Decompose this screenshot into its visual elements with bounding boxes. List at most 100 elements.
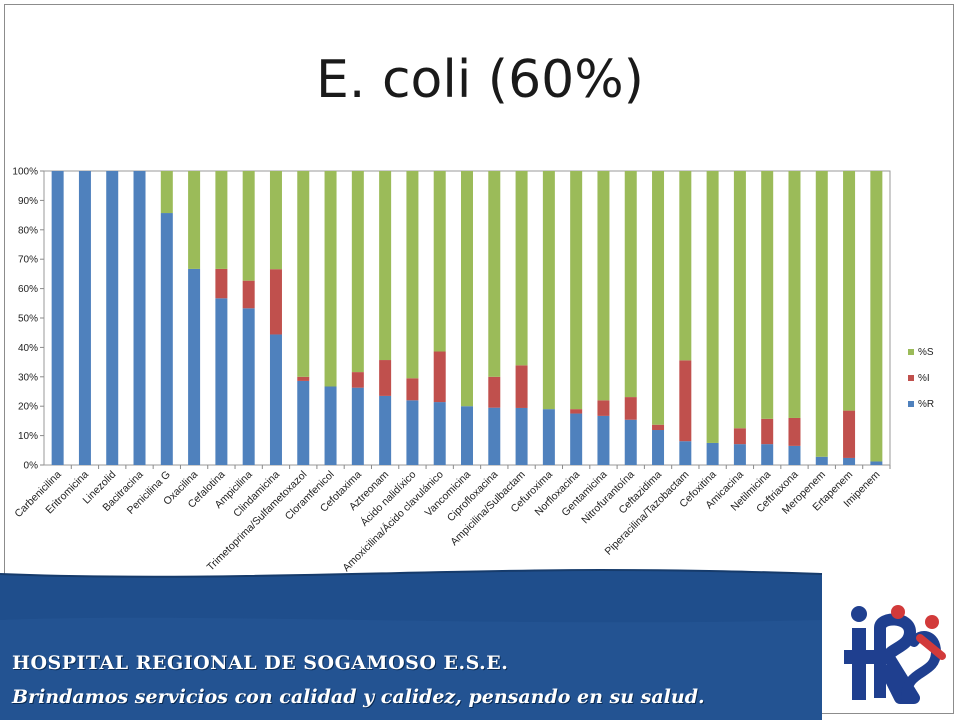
bar-segment-i — [215, 268, 228, 299]
bar-segment-r — [679, 441, 692, 465]
y-tick-label: 0% — [24, 461, 39, 472]
bar-segment-s — [269, 171, 282, 270]
bar-segment-s — [188, 171, 201, 269]
bar-segment-i — [242, 280, 255, 309]
bar-segment-r — [215, 298, 228, 465]
bar-segment-s — [242, 171, 255, 281]
legend-label: %I — [918, 373, 930, 384]
bar-segment-s — [761, 171, 774, 419]
bar-segment-i — [788, 417, 801, 446]
bar-segment-r — [515, 407, 528, 465]
legend-swatch — [908, 401, 914, 407]
bar-segment-s — [297, 171, 310, 377]
bar-segment-r — [570, 413, 583, 465]
bar-segment-r — [542, 409, 555, 465]
bar-segment-s — [406, 171, 419, 379]
bar-segment-r — [706, 442, 719, 465]
y-tick-label: 70% — [18, 255, 38, 266]
hospital-logo — [844, 605, 946, 704]
bar-segment-r — [297, 380, 310, 465]
bar-segment-i — [379, 360, 392, 396]
legend-swatch — [908, 375, 914, 381]
legend-label: %R — [918, 399, 934, 410]
bar-segment-r — [461, 406, 473, 465]
bar-segment-i — [624, 397, 637, 420]
bar-segment-r — [624, 419, 637, 465]
bar-segment-r — [324, 386, 337, 465]
legend-swatch — [908, 349, 914, 355]
bar-segment-r — [433, 402, 446, 465]
bar-segment-i — [597, 400, 610, 416]
hospital-slogan: Brindamos servicios con calidad y calide… — [12, 686, 705, 708]
bar-segment-r — [761, 444, 774, 465]
bar-segment-r — [78, 171, 91, 465]
bar-segment-i — [761, 418, 774, 445]
bar-segment-r — [597, 415, 610, 465]
bar-segment-s — [815, 171, 828, 457]
bar-segment-s — [624, 171, 637, 398]
bar-segment-s — [597, 171, 610, 401]
bar-segment-i — [406, 378, 419, 401]
bar-segment-r — [406, 400, 419, 465]
bar-segment-i — [652, 424, 665, 431]
y-tick-label: 40% — [18, 343, 38, 354]
bar-segment-r — [160, 213, 173, 465]
bar-segment-s — [515, 171, 528, 366]
bar-segment-s — [788, 171, 801, 418]
bar-segment-i — [679, 360, 692, 442]
y-tick-label: 20% — [18, 402, 38, 413]
bar-segment-s — [870, 171, 883, 462]
bar-segment-s — [379, 171, 392, 361]
y-tick-label: 100% — [12, 167, 38, 178]
bar-segment-r — [133, 171, 146, 465]
y-tick-label: 80% — [18, 225, 38, 236]
slide-title: E. coli (60%) — [316, 50, 644, 110]
bar-segment-i — [733, 428, 746, 445]
bar-segment-s — [706, 171, 719, 443]
bar-segment-i — [488, 376, 501, 408]
bar-segment-s — [843, 171, 856, 411]
bar-segment-s — [542, 171, 555, 410]
y-tick-label: 60% — [18, 284, 38, 295]
bar-segment-s — [570, 171, 583, 410]
bar-segment-r — [788, 445, 801, 465]
y-tick-label: 10% — [18, 431, 38, 442]
y-tick-label: 90% — [18, 196, 38, 207]
bar-segment-s — [488, 171, 501, 377]
bar-segment-r — [652, 430, 665, 465]
bar-segment-r — [870, 461, 883, 465]
y-tick-label: 50% — [18, 314, 38, 325]
bar-segment-r — [106, 171, 119, 465]
bar-segment-s — [652, 171, 665, 425]
bar-segment-r — [379, 395, 392, 465]
bar-segment-s — [215, 171, 228, 269]
bar-segment-s — [733, 171, 746, 429]
bar-segment-s — [679, 171, 692, 361]
bar-segment-r — [351, 387, 364, 465]
bar-segment-i — [433, 351, 446, 403]
bar-segment-r — [488, 407, 501, 465]
bar-segment-i — [297, 376, 310, 381]
bar-segment-i — [843, 410, 856, 458]
bar-segment-r — [188, 268, 201, 465]
bar-segment-s — [461, 171, 473, 407]
bar-segment-i — [515, 365, 528, 408]
bar-segment-r — [269, 334, 282, 465]
hospital-name: HOSPITAL REGIONAL DE SOGAMOSO E.S.E. — [12, 652, 509, 674]
stacked-bar-chart: 0%10%20%30%40%50%60%70%80%90%100%Carbeni… — [12, 167, 934, 575]
legend-label: %S — [918, 347, 934, 358]
bar-segment-r — [242, 308, 255, 465]
footer-banner — [0, 568, 823, 720]
bar-segment-r — [843, 457, 856, 465]
bar-segment-i — [351, 372, 364, 388]
bar-segment-s — [433, 171, 446, 352]
bar-segment-r — [733, 444, 746, 465]
y-tick-label: 30% — [18, 372, 38, 383]
bar-segment-s — [324, 171, 337, 387]
bar-segment-i — [269, 269, 282, 335]
bar-segment-r — [51, 171, 64, 465]
bar-segment-r — [815, 456, 828, 465]
bar-segment-s — [351, 171, 364, 373]
bar-segment-s — [160, 171, 173, 214]
